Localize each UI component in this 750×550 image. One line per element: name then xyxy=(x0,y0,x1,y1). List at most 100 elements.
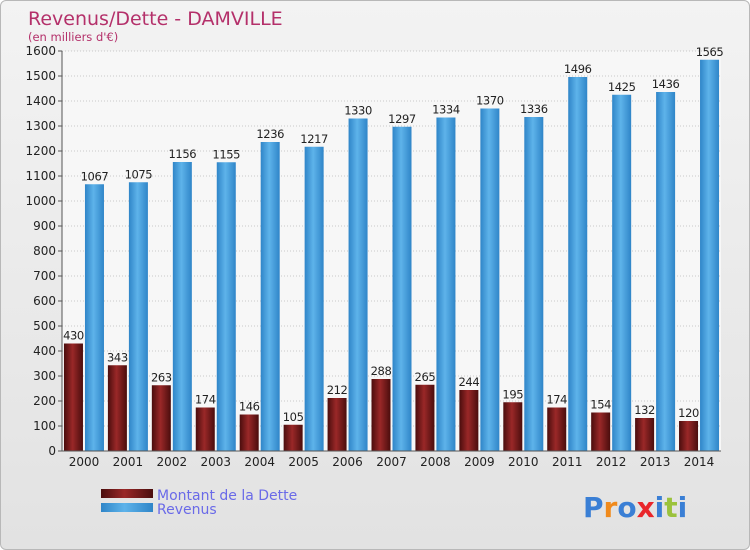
y-tick-label: 300 xyxy=(33,369,56,383)
debt-bar-label: 132 xyxy=(634,403,655,417)
proxiti-logo: Proxiti xyxy=(583,491,687,524)
debt-bar xyxy=(415,384,435,451)
x-tick-label: 2013 xyxy=(640,455,671,469)
debt-bar-label: 288 xyxy=(371,364,392,378)
chart-subtitle: (en milliers d'€) xyxy=(28,30,118,44)
y-tick-label: 600 xyxy=(33,294,56,308)
x-tick-label: 2014 xyxy=(684,455,715,469)
revenue-bar-label: 1236 xyxy=(256,127,284,141)
revenue-bar-label: 1330 xyxy=(344,104,372,118)
revenue-bar-label: 1075 xyxy=(125,167,153,181)
x-tick-label: 2004 xyxy=(244,455,275,469)
y-tick-label: 700 xyxy=(33,269,56,283)
y-tick-label: 1500 xyxy=(25,69,56,83)
debt-bar-label: 154 xyxy=(590,398,611,412)
revenue-bar-label: 1565 xyxy=(696,45,724,59)
bars: 430 1067 343 1075 263 1156 174 1155 146 1236 105 12… xyxy=(63,45,724,451)
debt-bar xyxy=(635,418,655,451)
debt-bar-label: 343 xyxy=(107,350,128,364)
logo-letter: o xyxy=(617,491,636,524)
revenue-bar-label: 1334 xyxy=(432,103,460,117)
debt-bar xyxy=(63,343,83,451)
debt-bar xyxy=(239,414,259,451)
legend-swatch xyxy=(101,489,153,498)
revenue-bar-label: 1067 xyxy=(81,169,109,183)
revenue-bar xyxy=(84,184,104,451)
debt-bar xyxy=(503,402,523,451)
y-tick-label: 100 xyxy=(33,419,56,433)
y-tick-label: 1400 xyxy=(25,94,56,108)
debt-bar-label: 120 xyxy=(678,406,699,420)
debt-bar xyxy=(327,398,347,451)
y-tick-label: 900 xyxy=(33,219,56,233)
debt-bar xyxy=(591,412,611,451)
logo-letter: i xyxy=(655,491,665,524)
revenue-bar-label: 1156 xyxy=(168,147,196,161)
logo-letter: i xyxy=(678,491,688,524)
y-tick-label: 1100 xyxy=(25,169,56,183)
revenue-bar xyxy=(172,162,192,451)
revenue-bar xyxy=(304,146,324,451)
revenue-bar xyxy=(348,118,368,451)
logo-letter: r xyxy=(604,491,618,524)
revenue-bar xyxy=(480,108,500,451)
revenue-bar-label: 1425 xyxy=(608,80,636,94)
y-tick-label: 400 xyxy=(33,344,56,358)
x-tick-label: 2003 xyxy=(200,455,231,469)
y-tick-label: 0 xyxy=(48,444,56,458)
revenue-bar xyxy=(392,126,412,451)
debt-bar-label: 265 xyxy=(415,370,436,384)
revenue-bar xyxy=(656,92,676,451)
debt-bar xyxy=(107,365,127,451)
logo-letter: x xyxy=(637,491,655,524)
debt-bar xyxy=(547,407,567,451)
debt-bar-label: 263 xyxy=(151,370,172,384)
x-tick-label: 2001 xyxy=(113,455,144,469)
x-tick-label: 2011 xyxy=(552,455,583,469)
revenue-bar-label: 1370 xyxy=(476,94,504,108)
debt-bar xyxy=(283,424,303,451)
axes: 0 100 200 300 400 500 600 700 800 900 1000 1100 1200… xyxy=(25,44,721,469)
revenue-bar-label: 1436 xyxy=(652,77,680,91)
x-tick-label: 2007 xyxy=(376,455,407,469)
debt-bar-label: 212 xyxy=(327,383,348,397)
x-tick-label: 2006 xyxy=(332,455,363,469)
legend-swatch xyxy=(101,503,153,512)
y-tick-label: 200 xyxy=(33,394,56,408)
revenue-bar xyxy=(128,182,148,451)
logo-letter: P xyxy=(583,491,604,524)
y-tick-label: 800 xyxy=(33,244,56,258)
debt-bar xyxy=(679,421,699,451)
debt-bar-label: 174 xyxy=(195,393,216,407)
revenue-bar-label: 1336 xyxy=(520,102,548,116)
legend-label: Montant de la Dette xyxy=(157,488,297,504)
revenue-bar xyxy=(700,59,720,451)
x-tick-label: 2002 xyxy=(157,455,188,469)
debt-bar-label: 174 xyxy=(546,393,567,407)
revenue-bar xyxy=(436,117,456,451)
chart-title: Revenus/Dette - DAMVILLE xyxy=(28,8,283,30)
y-tick-label: 500 xyxy=(33,319,56,333)
x-tick-label: 2009 xyxy=(464,455,495,469)
y-tick-label: 1600 xyxy=(25,44,56,58)
logo-letter: t xyxy=(664,491,677,524)
x-tick-label: 2000 xyxy=(69,455,100,469)
y-tick-label: 1000 xyxy=(25,194,56,208)
debt-bar-label: 244 xyxy=(458,375,479,389)
revenue-bar xyxy=(568,77,588,451)
debt-bar xyxy=(371,379,391,451)
debt-bar-label: 146 xyxy=(239,400,260,414)
x-tick-label: 2012 xyxy=(596,455,627,469)
revenue-bar xyxy=(216,162,236,451)
x-tick-label: 2008 xyxy=(420,455,451,469)
revenue-bar-label: 1155 xyxy=(212,147,240,161)
revenue-bar xyxy=(612,94,632,451)
revenue-bar-label: 1297 xyxy=(388,112,416,126)
revenue-bar-label: 1217 xyxy=(300,132,328,146)
debt-bar xyxy=(151,385,171,451)
revenue-bar xyxy=(260,142,280,451)
debt-bar-label: 430 xyxy=(63,329,84,343)
